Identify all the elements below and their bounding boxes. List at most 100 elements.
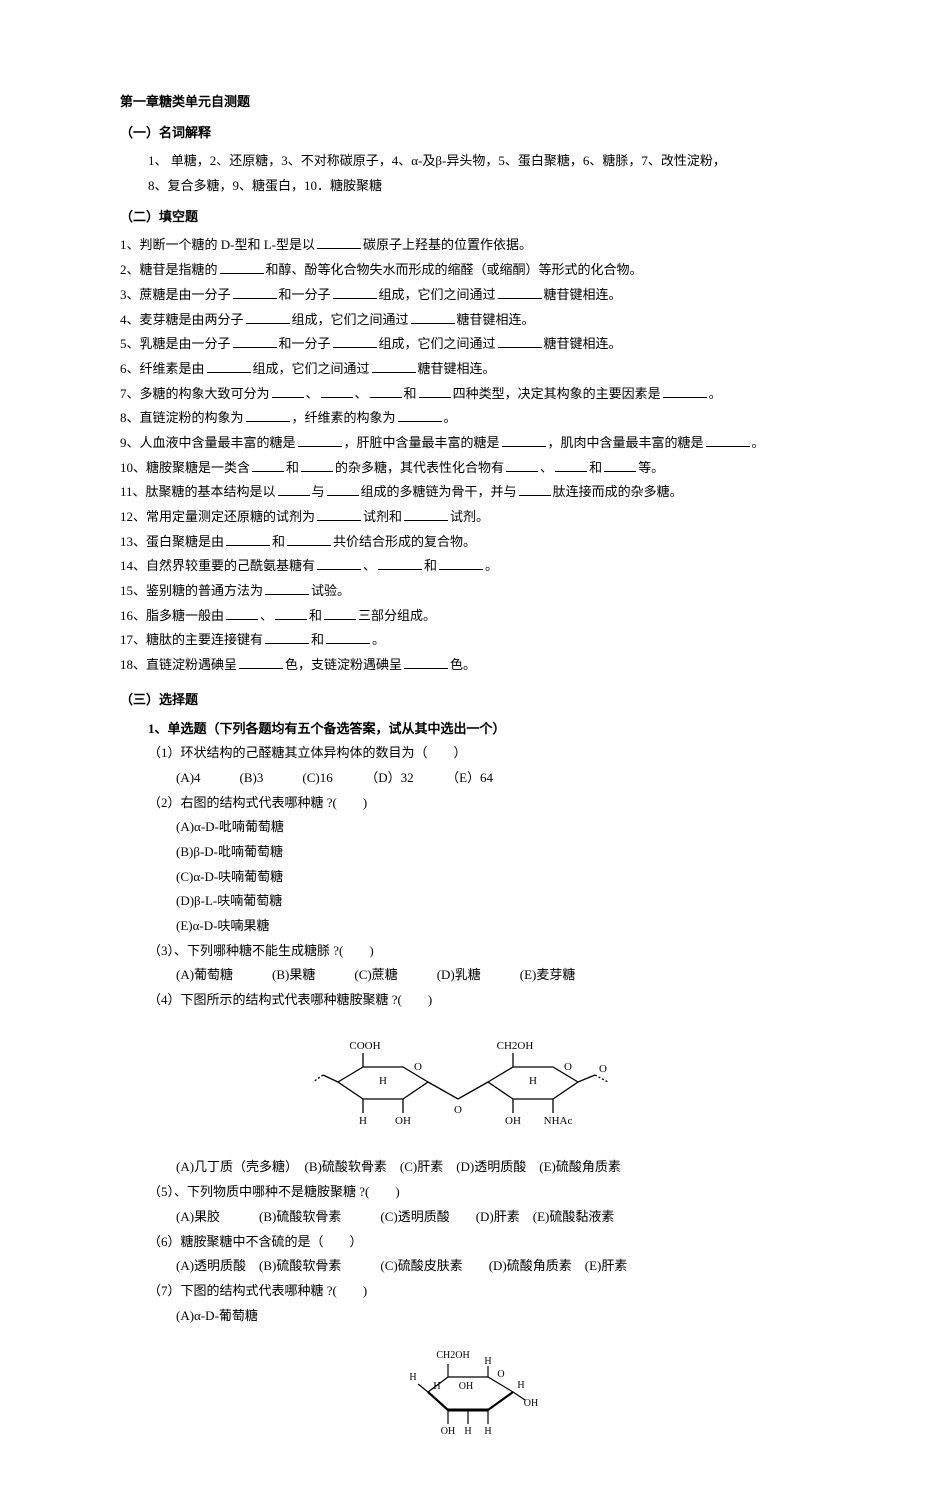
blank — [252, 459, 284, 472]
mc-q2: （2）右图的结构式代表哪种糖 ?( ) — [120, 791, 825, 816]
fill-q15: 15、鉴别糖的普通方法为 试验。 — [120, 579, 825, 604]
q12b: 试剂和 — [363, 509, 402, 524]
blank — [298, 434, 342, 447]
q5c: 组成，它们之间通过 — [379, 336, 496, 351]
q12a: 12、常用定量测定还原糖的试剂为 — [120, 509, 315, 524]
lbl-h1: H — [464, 1426, 471, 1437]
q7d: 和 — [404, 386, 417, 401]
fill-q4: 4、麦芽糖是由两分子组成，它们之间通过糖苷键相连。 — [120, 308, 825, 333]
q3a: 3、蔗糖是由一分子 — [120, 287, 231, 302]
mc-q2e: (E)α-D-呋喃果糖 — [120, 914, 825, 939]
mc-q4-opts: (A)几丁质（壳多糖） (B)硫酸软骨素 (C)肝素 (D)透明质酸 (E)硫酸… — [120, 1155, 825, 1180]
q7f: 。 — [709, 386, 722, 401]
lbl-oh2: OH — [505, 1115, 521, 1127]
fill-q1: 1、判断一个糖的 D-型和 L-型是以碳原子上羟基的位置作依据。 — [120, 233, 825, 258]
haworth-structure-icon: CH2OH O OH H H OH H H H OH H — [393, 1342, 553, 1437]
lbl-h2: H — [484, 1426, 491, 1437]
blank — [498, 286, 542, 299]
lbl-o2: O — [564, 1061, 572, 1073]
q5b: 和一分子 — [279, 336, 331, 351]
chapter-title: 第一章糖类单元自测题 — [120, 90, 825, 115]
fill-q17: 17、糖肽的主要连接键有和。 — [120, 628, 825, 653]
q16b: 、 — [260, 608, 273, 623]
mc-q1-opts: (A)4 (B)3 (C)16 （D）32 （E）64 — [120, 766, 825, 791]
q14c: 和 — [424, 558, 437, 573]
q11b: 与 — [312, 484, 325, 499]
blank — [502, 434, 546, 447]
blank — [233, 286, 277, 299]
q13a: 13、蛋白聚糖是由 — [120, 534, 224, 549]
sec2-head: （二）填空题 — [120, 205, 825, 230]
mc-q7-figure: CH2OH O OH H H OH H H H OH H — [120, 1342, 825, 1446]
mc-q7a: (A)α-D-葡萄糖 — [120, 1304, 825, 1329]
lbl-h6: H — [517, 1380, 524, 1391]
fill-q6: 6、纤维素是由组成，它们之间通过糖苷键相连。 — [120, 357, 825, 382]
q7e: 四种类型，决定其构象的主要因素是 — [453, 386, 661, 401]
fill-q5: 5、乳糖是由一分子和一分子组成，它们之间通过糖苷键相连。 — [120, 332, 825, 357]
lbl-oh2: OH — [523, 1398, 537, 1409]
sec3-head: （三）选择题 — [120, 688, 825, 713]
blank — [398, 409, 442, 422]
mc-q3-opts: (A)葡萄糖 (B)果糖 (C)蔗糖 (D)乳糖 (E)麦芽糖 — [120, 963, 825, 988]
q14b: 、 — [363, 558, 376, 573]
mc-q2c: (C)α-D-呋喃葡萄糖 — [120, 865, 825, 890]
blank — [555, 459, 587, 472]
blank — [498, 335, 542, 348]
q6c: 糖苷键相连。 — [418, 361, 496, 376]
q18b: 色，支链淀粉遇碘呈 — [285, 657, 402, 672]
fill-q3: 3、蔗糖是由一分子和一分子组成，它们之间通过糖苷键相连。 — [120, 283, 825, 308]
q16a: 16、脂多糖一般由 — [120, 608, 224, 623]
q6b: 组成，它们之间通过 — [253, 361, 370, 376]
blank — [333, 286, 377, 299]
lbl-oh3: OH — [458, 1381, 472, 1392]
mc-q4-figure: COOH CH2OH H OH O OH NHAc O O O H H — [120, 1027, 825, 1146]
mc-q5: （5）、下列物质中哪种不是糖胺聚糖 ?( ) — [120, 1180, 825, 1205]
q13b: 和 — [272, 534, 285, 549]
q18c: 色。 — [450, 657, 476, 672]
q15b: 试验。 — [311, 583, 350, 598]
q17c: 。 — [372, 632, 385, 647]
fill-q12: 12、常用定量测定还原糖的试剂为试剂和试剂。 — [120, 505, 825, 530]
blank — [226, 533, 270, 546]
blank — [321, 385, 353, 398]
q7c: 、 — [355, 386, 368, 401]
blank — [372, 360, 416, 373]
q17b: 和 — [311, 632, 324, 647]
fill-q8: 8、直链淀粉的构象为，纤维素的构象为。 — [120, 406, 825, 431]
q3b: 和一分子 — [279, 287, 331, 302]
blank — [419, 385, 451, 398]
mc-q3: （3）、下列哪种糖不能生成糖脎 ?( ) — [120, 939, 825, 964]
mc-q6: （6）糖胺聚糖中不含硫的是（ ） — [120, 1230, 825, 1255]
lbl-cooh: COOH — [349, 1040, 380, 1052]
q7b: 、 — [306, 386, 319, 401]
q10d: 、 — [540, 460, 553, 475]
q5a: 5、乳糖是由一分子 — [120, 336, 231, 351]
blank — [239, 656, 283, 669]
q9c: ，肌肉中含量最丰富的糖是 — [548, 435, 704, 450]
blank — [370, 385, 402, 398]
lbl-h4: H — [484, 1356, 491, 1367]
blank — [265, 582, 309, 595]
mc-q2a: (A)α-D-吡喃葡萄糖 — [120, 815, 825, 840]
q4c: 糖苷键相连。 — [457, 312, 535, 327]
blank — [317, 508, 361, 521]
sec3-subhead: 1、单选题（下列各题均有五个备选答案，试从其中选出一个） — [120, 717, 825, 742]
lbl-h: H — [359, 1115, 367, 1127]
q7a: 7、多糖的构象大致可分为 — [120, 386, 270, 401]
q1b: 碳原子上羟基的位置作依据。 — [363, 237, 532, 252]
q15a: 15、鉴别糖的普通方法为 — [120, 583, 263, 598]
lbl-h2: H — [379, 1075, 387, 1087]
q10e: 和 — [589, 460, 602, 475]
lbl-o3: O — [599, 1063, 607, 1075]
fill-q16: 16、脂多糖一般由、和三部分组成。 — [120, 604, 825, 629]
q13c: 共价结合形成的复合物。 — [333, 534, 476, 549]
q10f: 等。 — [638, 460, 664, 475]
q14a: 14、自然界较重要的己酰氨基糖有 — [120, 558, 315, 573]
lbl-o1: O — [414, 1061, 422, 1073]
fill-q11: 11、肽聚糖的基本结构是以与组成的多糖链为骨干，并与肽连接而成的杂多糖。 — [120, 480, 825, 505]
blank — [326, 631, 370, 644]
fill-q18: 18、直链淀粉遇碘呈色，支链淀粉遇碘呈色。 — [120, 653, 825, 678]
blank — [519, 483, 551, 496]
fill-q14: 14、自然界较重要的己酰氨基糖有、和。 — [120, 554, 825, 579]
blank — [278, 483, 310, 496]
